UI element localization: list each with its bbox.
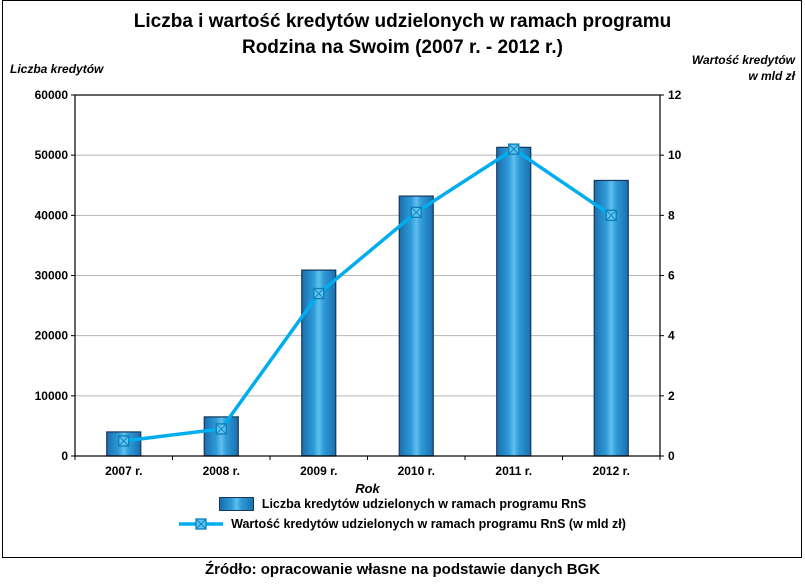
legend: Liczba kredytów udzielonych w ramach pro…	[0, 497, 805, 531]
left-axis-tick-label: 40000	[35, 208, 69, 222]
right-axis-tick-label: 8	[668, 208, 675, 222]
left-axis-tick-label: 30000	[35, 269, 69, 283]
x-category-label: 2008 r.	[203, 464, 240, 478]
legend-item-line: Wartość kredytów udzielonych w ramach pr…	[179, 517, 626, 531]
x-category-label: 2007 r.	[105, 464, 142, 478]
right-axis-tick-label: 10	[668, 148, 682, 162]
x-category-label: 2012 r.	[593, 464, 630, 478]
marker-cross	[605, 209, 617, 221]
right-axis-title-line1: Wartość kredytów	[691, 53, 795, 67]
legend-label-bars: Liczba kredytów udzielonych w ramach pro…	[261, 497, 587, 511]
marker-cross	[508, 143, 520, 155]
left-axis-tick-label: 0	[61, 449, 68, 463]
marker-cross	[118, 435, 130, 447]
right-axis-tick-label: 0	[668, 449, 675, 463]
marker-cross	[410, 206, 422, 218]
right-axis-tick-label: 4	[668, 329, 675, 343]
bar-series-swatch-icon	[218, 497, 254, 511]
right-axis-tick-label: 2	[668, 389, 675, 403]
legend-item-bars: Liczba kredytów udzielonych w ramach pro…	[218, 497, 587, 511]
line-series-swatch-icon	[179, 518, 224, 530]
right-axis-title: Wartość kredytów w mld zł	[692, 52, 795, 84]
bar	[593, 179, 629, 457]
source-caption: Źródło: opracowanie własne na podstawie …	[204, 561, 601, 578]
bar	[398, 195, 434, 457]
left-axis-tick-label: 10000	[35, 389, 69, 403]
x-category-label: 2011 r.	[495, 464, 532, 478]
x-axis-title: Rok	[355, 481, 380, 496]
x-category-label: 2010 r.	[398, 464, 435, 478]
left-axis-tick-label: 50000	[35, 148, 69, 162]
chart-title: Liczba i wartość kredytów udzielonych w …	[0, 9, 805, 61]
right-axis-tick-label: 6	[668, 269, 675, 283]
chart-title-line2: Rodzina na Swoim (2007 r. - 2012 r.)	[241, 37, 563, 58]
marker-cross	[313, 288, 325, 299]
chart-title-line1: Liczba i wartość kredytów udzielonych w …	[133, 11, 672, 32]
legend-label-line: Wartość kredytów udzielonych w ramach pr…	[231, 517, 626, 531]
right-axis-title-line2: w mld zł	[748, 69, 795, 83]
x-category-label: 2009 r.	[300, 464, 337, 478]
right-axis-tick-label: 12	[668, 88, 682, 102]
left-axis-tick-label: 20000	[35, 329, 69, 343]
bar	[203, 416, 239, 457]
marker-cross	[215, 423, 227, 435]
bar	[496, 146, 532, 457]
left-axis-tick-label: 60000	[35, 88, 69, 102]
line-series	[123, 147, 613, 443]
left-axis-title: Liczba kredytów	[10, 62, 104, 76]
